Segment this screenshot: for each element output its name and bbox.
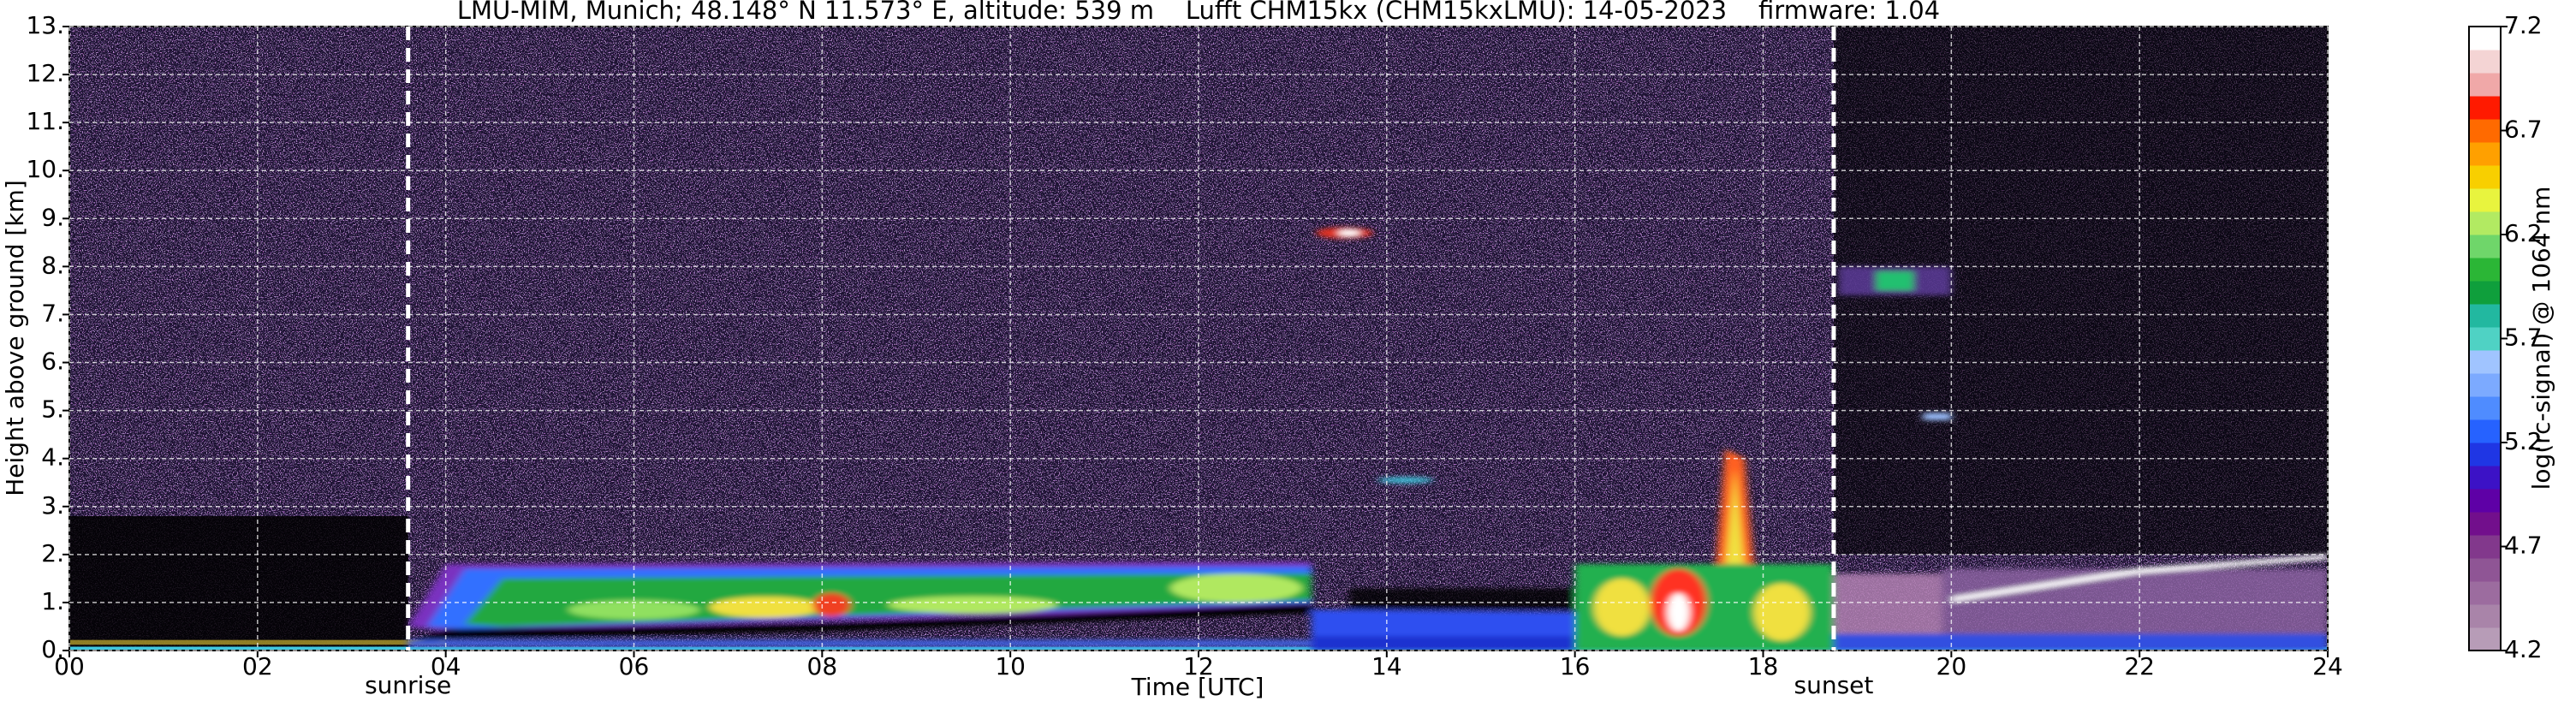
colorbar-segment (2469, 489, 2501, 513)
y-tick-label: 11. (26, 107, 64, 135)
colorbar-tick-label: 6.7 (2504, 116, 2543, 144)
colorbar-segment (2469, 50, 2501, 74)
x-tick-label: 22 (2124, 652, 2155, 680)
x-tick-label: 24 (2312, 652, 2343, 680)
y-axis-label: Height above ground [km] (1, 180, 29, 496)
y-tick-label: 5. (41, 395, 64, 424)
y-tick-label: 13. (26, 11, 64, 39)
y-tick-label: 6. (41, 348, 64, 376)
colorbar-segment (2469, 258, 2501, 282)
y-tick-label: 10. (26, 155, 64, 183)
x-tick-label: 10 (995, 652, 1026, 680)
y-tick-label: 2. (41, 539, 64, 567)
colorbar-segment (2469, 443, 2501, 466)
colorbar-segment (2469, 419, 2501, 443)
x-tick-label: 12 (1183, 652, 1214, 680)
chart-title: LMU-MIM, Munich; 48.148° N 11.573° E, al… (457, 0, 1940, 25)
colorbar-tick-label: 4.7 (2504, 532, 2543, 560)
x-tick-label: 00 (54, 652, 85, 680)
annotation-label: sunrise (365, 671, 451, 699)
y-tick-label: 7. (41, 299, 64, 327)
x-tick-label: 20 (1936, 652, 1967, 680)
y-tick-label: 1. (41, 587, 64, 615)
colorbar-segment (2469, 558, 2501, 582)
colorbar-tick-label: 5.2 (2504, 427, 2543, 455)
colorbar-tick-label: 7.2 (2504, 11, 2543, 39)
colorbar-segment (2469, 466, 2501, 490)
colorbar-segment (2469, 512, 2501, 536)
colorbar-segment (2469, 373, 2501, 397)
x-tick-label: 04 (431, 652, 461, 680)
colorbar-label: log(rc-signal) @ 1064 nm (2527, 187, 2555, 490)
x-tick-label: 14 (1371, 652, 1402, 680)
colorbar-tick-label: 4.2 (2504, 635, 2543, 663)
y-tick-label: 8. (41, 251, 64, 279)
x-tick-label: 02 (242, 652, 273, 680)
colorbar-segment (2469, 396, 2501, 420)
colorbar-segment (2469, 581, 2501, 605)
colorbar-segment (2469, 73, 2501, 97)
colorbar-segment (2469, 350, 2501, 374)
x-tick-label: 16 (1560, 652, 1591, 680)
colorbar-segment (2469, 27, 2501, 50)
colorbar-tick-label: 5.7 (2504, 324, 2543, 352)
colorbar-segment (2469, 627, 2501, 651)
colorbar-segment (2469, 142, 2501, 166)
colorbar-segment (2469, 304, 2501, 328)
colorbar-segment (2469, 165, 2501, 189)
x-tick-label: 18 (1748, 652, 1779, 680)
y-tick-label: 9. (41, 203, 64, 231)
colorbar-segment (2469, 235, 2501, 258)
colorbar-segment (2469, 188, 2501, 212)
y-tick-label: 12. (26, 59, 64, 87)
y-tick-label: 3. (41, 491, 64, 520)
colorbar-segment (2469, 119, 2501, 143)
colorbar-segment (2469, 96, 2501, 120)
colorbar-segment (2469, 281, 2501, 305)
y-tick-label: 0. (41, 635, 64, 663)
y-tick-label: 4. (41, 443, 64, 472)
colorbar-segment (2469, 211, 2501, 235)
x-tick-label: 06 (619, 652, 650, 680)
colorbar-segment (2469, 535, 2501, 559)
x-axis-label: Time [UTC] (1131, 673, 1264, 701)
colorbar-segment (2469, 327, 2501, 351)
annotation-label: sunset (1794, 671, 1874, 699)
x-tick-label: 08 (807, 652, 838, 680)
colorbar-tick-label: 6.2 (2504, 219, 2543, 247)
colorbar-segment (2469, 604, 2501, 628)
